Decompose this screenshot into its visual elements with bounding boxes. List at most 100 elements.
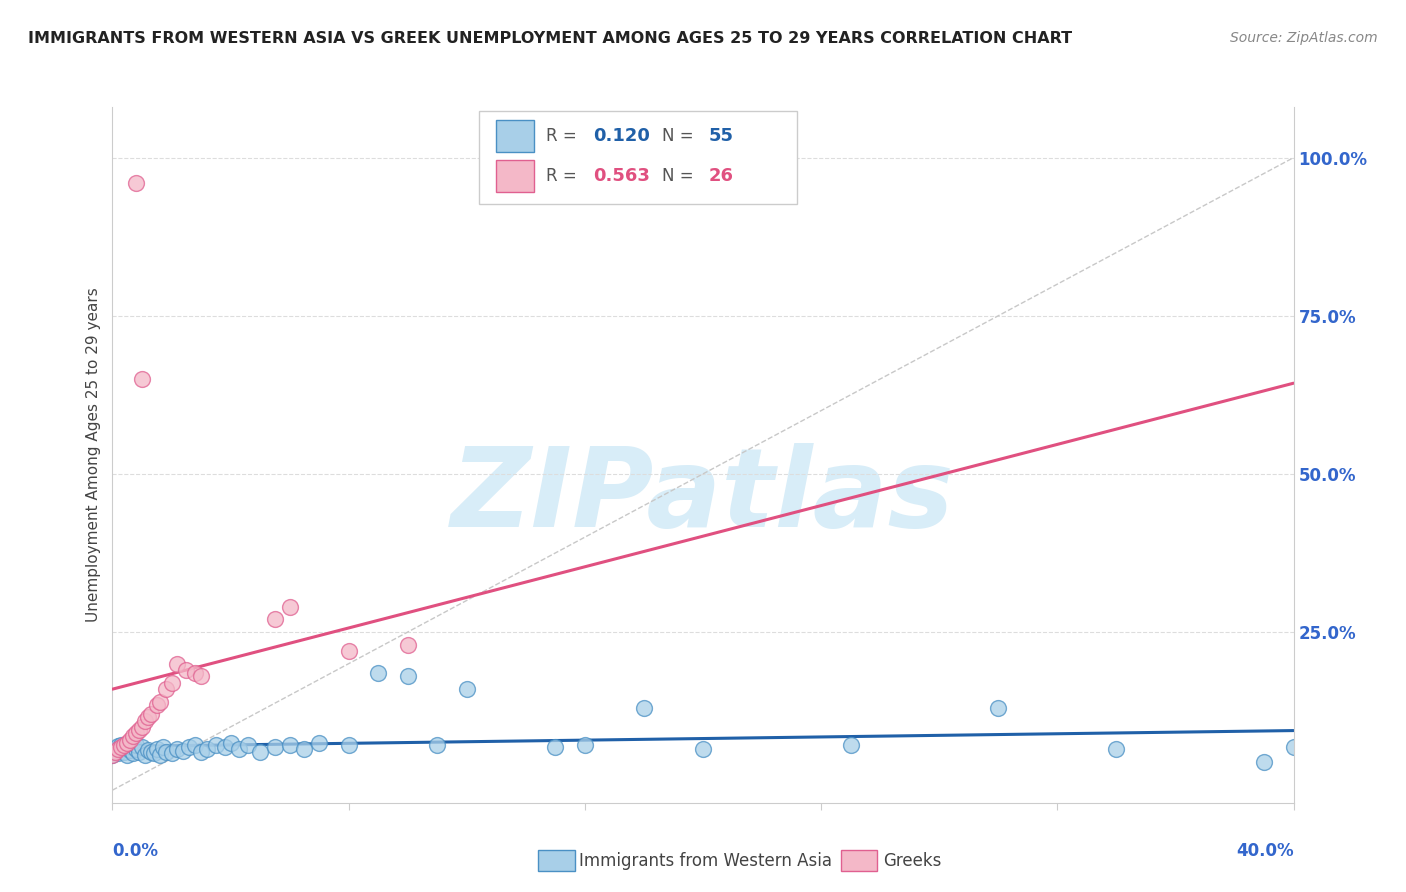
Y-axis label: Unemployment Among Ages 25 to 29 years: Unemployment Among Ages 25 to 29 years bbox=[86, 287, 101, 623]
Point bbox=[146, 698, 169, 712]
Point bbox=[574, 738, 596, 752]
Point bbox=[987, 701, 1010, 715]
Point bbox=[1105, 742, 1128, 756]
Point bbox=[117, 736, 138, 750]
Point bbox=[149, 695, 172, 709]
Point bbox=[110, 740, 132, 755]
Point bbox=[238, 738, 260, 752]
Point bbox=[110, 738, 132, 752]
Point bbox=[131, 720, 153, 734]
Point bbox=[1253, 755, 1275, 769]
Point bbox=[131, 740, 153, 755]
Point bbox=[426, 738, 449, 752]
Point bbox=[396, 638, 419, 652]
Point bbox=[128, 745, 150, 759]
Point bbox=[136, 710, 159, 724]
Text: N =: N = bbox=[662, 128, 699, 145]
Point bbox=[134, 714, 156, 728]
Point bbox=[166, 657, 188, 671]
Point bbox=[139, 745, 162, 759]
Point bbox=[195, 742, 218, 756]
Point bbox=[219, 736, 242, 750]
Point bbox=[104, 745, 127, 759]
Text: 0.0%: 0.0% bbox=[112, 842, 159, 860]
Point bbox=[190, 669, 212, 683]
Point bbox=[278, 599, 301, 614]
Point bbox=[633, 701, 655, 715]
Point bbox=[839, 738, 862, 752]
Text: R =: R = bbox=[546, 128, 582, 145]
Text: N =: N = bbox=[662, 167, 699, 185]
Text: 0.120: 0.120 bbox=[593, 128, 650, 145]
Point bbox=[120, 732, 142, 747]
Point bbox=[117, 748, 138, 763]
Text: 0.563: 0.563 bbox=[593, 167, 650, 185]
Point bbox=[128, 723, 150, 737]
Point bbox=[264, 740, 287, 755]
Point bbox=[149, 748, 172, 763]
Point bbox=[264, 612, 287, 626]
Point bbox=[367, 666, 389, 681]
Point bbox=[308, 736, 330, 750]
Text: R =: R = bbox=[546, 167, 582, 185]
Point bbox=[249, 745, 271, 759]
Point bbox=[120, 743, 142, 757]
Point bbox=[184, 666, 207, 681]
Point bbox=[692, 742, 714, 756]
Point bbox=[101, 748, 124, 763]
Point bbox=[228, 742, 250, 756]
Point bbox=[214, 740, 236, 755]
Point bbox=[125, 176, 148, 190]
Point bbox=[112, 745, 135, 759]
Point bbox=[190, 745, 212, 759]
Point bbox=[205, 738, 228, 752]
Point bbox=[160, 747, 183, 761]
Text: 55: 55 bbox=[709, 128, 734, 145]
Point bbox=[174, 663, 197, 677]
Point bbox=[396, 669, 419, 683]
FancyBboxPatch shape bbox=[496, 120, 534, 153]
Point bbox=[1282, 740, 1305, 755]
Point bbox=[131, 372, 153, 386]
Point bbox=[155, 745, 177, 759]
Point bbox=[179, 740, 201, 755]
Point bbox=[337, 644, 360, 658]
Point bbox=[125, 738, 148, 752]
FancyBboxPatch shape bbox=[496, 160, 534, 192]
Point bbox=[120, 739, 142, 753]
Point bbox=[117, 740, 138, 755]
Text: ZIPatlas: ZIPatlas bbox=[451, 443, 955, 550]
Point bbox=[112, 738, 135, 752]
Point bbox=[152, 740, 174, 755]
Point bbox=[142, 747, 165, 761]
Point bbox=[456, 681, 478, 696]
Point bbox=[107, 742, 129, 756]
Text: Greeks: Greeks bbox=[883, 852, 942, 870]
Text: Source: ZipAtlas.com: Source: ZipAtlas.com bbox=[1230, 31, 1378, 45]
Point bbox=[155, 681, 177, 696]
Point bbox=[125, 726, 148, 740]
Point bbox=[337, 738, 360, 752]
Point bbox=[104, 744, 127, 758]
Text: Immigrants from Western Asia: Immigrants from Western Asia bbox=[579, 852, 832, 870]
Point bbox=[184, 738, 207, 752]
Text: 26: 26 bbox=[709, 167, 734, 185]
Point bbox=[122, 747, 145, 761]
Point bbox=[160, 675, 183, 690]
Point bbox=[146, 742, 169, 756]
Text: 40.0%: 40.0% bbox=[1236, 842, 1294, 860]
Point bbox=[134, 748, 156, 763]
Point bbox=[110, 742, 132, 756]
Point bbox=[544, 740, 567, 755]
Point bbox=[107, 747, 129, 761]
FancyBboxPatch shape bbox=[478, 111, 797, 204]
Point bbox=[166, 742, 188, 756]
Point bbox=[107, 739, 129, 753]
Point bbox=[172, 744, 194, 758]
Text: IMMIGRANTS FROM WESTERN ASIA VS GREEK UNEMPLOYMENT AMONG AGES 25 TO 29 YEARS COR: IMMIGRANTS FROM WESTERN ASIA VS GREEK UN… bbox=[28, 31, 1073, 46]
Point bbox=[125, 742, 148, 756]
Point bbox=[139, 707, 162, 722]
Point bbox=[136, 743, 159, 757]
Point bbox=[122, 730, 145, 744]
Point bbox=[292, 742, 315, 756]
